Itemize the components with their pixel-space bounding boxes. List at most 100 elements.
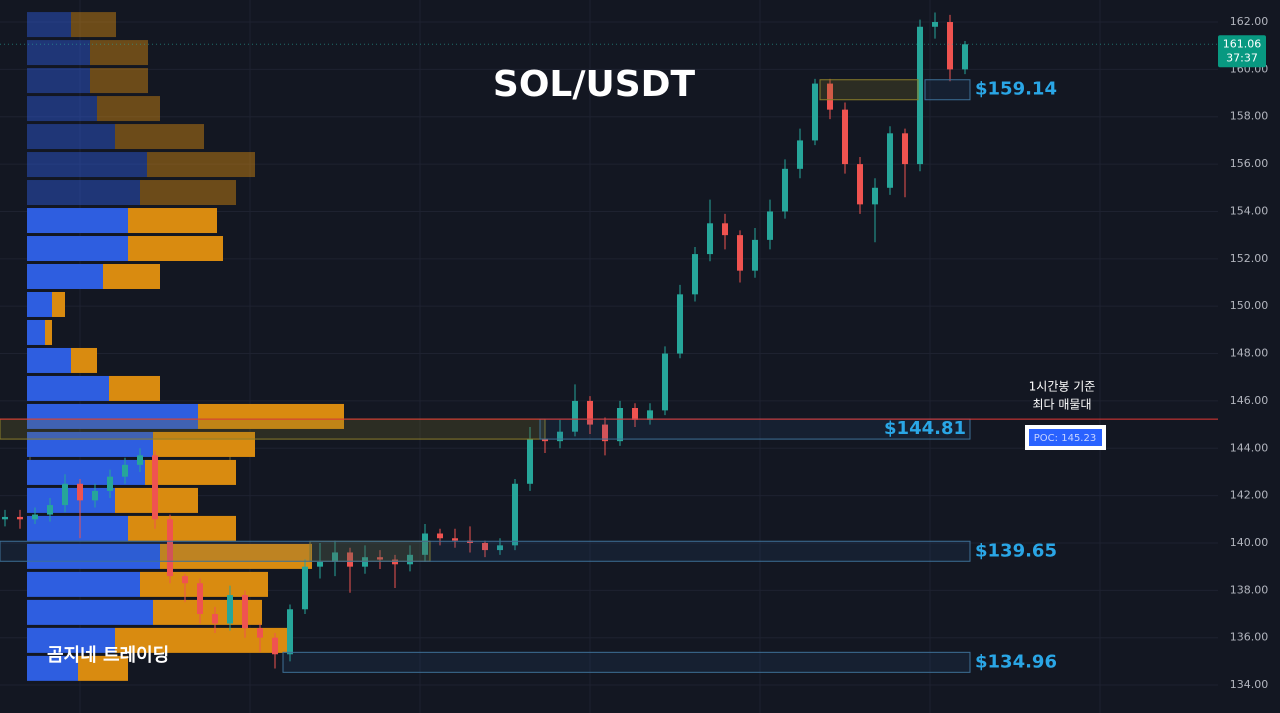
candle-body xyxy=(347,552,353,567)
profile-sell xyxy=(90,40,148,66)
poc-tag xyxy=(1029,429,1102,446)
candle-body xyxy=(467,540,473,543)
candle-body xyxy=(122,464,128,477)
profile-buy xyxy=(27,68,90,94)
candle-body xyxy=(782,168,788,212)
profile-buy xyxy=(27,543,160,569)
candle-body xyxy=(227,595,233,624)
profile-sell xyxy=(140,180,236,206)
profile-buy xyxy=(27,319,45,345)
profile-buy xyxy=(27,599,153,625)
profile-buy xyxy=(27,487,115,513)
candle-body xyxy=(677,294,683,354)
profile-sell xyxy=(115,124,204,150)
candle-body xyxy=(317,561,323,567)
y-tick-label: 140.00 xyxy=(1230,536,1269,549)
candle-body xyxy=(602,424,608,442)
candle-body xyxy=(902,133,908,165)
poc-label: POC: 145.23 xyxy=(1034,433,1096,444)
candle-body xyxy=(212,614,218,624)
y-tick-label: 162.00 xyxy=(1230,15,1269,28)
candle-body xyxy=(587,400,593,425)
profile-sell xyxy=(147,152,255,178)
profile-buy xyxy=(27,236,128,262)
level-box xyxy=(924,79,971,101)
y-tick-label: 138.00 xyxy=(1230,583,1269,596)
profile-buy xyxy=(27,152,147,178)
candle-body xyxy=(692,254,698,295)
price-axis xyxy=(1218,0,1280,713)
level-label: $144.81 xyxy=(884,418,966,439)
candle-body xyxy=(2,516,8,520)
candle-body xyxy=(752,239,758,271)
candle-body xyxy=(47,505,53,515)
profile-buy xyxy=(27,375,109,401)
profile-buy xyxy=(27,12,71,38)
candle-body xyxy=(707,223,713,255)
candle-body xyxy=(572,400,578,432)
chart-title: SOL/USDT xyxy=(493,64,696,105)
candle-body xyxy=(527,438,533,484)
profile-sell xyxy=(52,291,65,317)
candle-body xyxy=(617,408,623,442)
candle-body xyxy=(182,576,188,584)
candle-body xyxy=(857,164,863,205)
level-zone xyxy=(0,418,546,440)
profile-sell xyxy=(71,12,116,38)
profile-sell xyxy=(128,208,217,234)
candle-body xyxy=(797,140,803,169)
level-label: $159.14 xyxy=(975,79,1057,100)
profile-sell xyxy=(97,96,160,122)
candle-body xyxy=(17,516,23,520)
profile-buy xyxy=(27,347,71,373)
level-label: $134.96 xyxy=(975,651,1057,672)
candle-body xyxy=(77,483,83,501)
level-box xyxy=(0,540,971,562)
candle-body xyxy=(947,22,953,70)
candle-body xyxy=(107,476,113,491)
poc-note: 1시간봉 기준 xyxy=(1029,380,1096,394)
candle-body xyxy=(197,583,203,615)
profile-buy xyxy=(27,208,128,234)
level-label: $139.65 xyxy=(975,540,1057,561)
candle-body xyxy=(272,637,278,655)
candle-body xyxy=(662,353,668,411)
candle-body xyxy=(32,514,38,520)
profile-sell xyxy=(140,571,268,597)
candle-body xyxy=(242,595,248,629)
candle-body xyxy=(632,408,638,420)
y-tick-label: 154.00 xyxy=(1230,204,1269,217)
candle-body xyxy=(767,211,773,240)
profile-buy xyxy=(27,571,140,597)
level-box xyxy=(282,651,971,673)
candle-body xyxy=(542,438,548,442)
y-tick-label: 156.00 xyxy=(1230,157,1269,170)
y-tick-label: 134.00 xyxy=(1230,678,1269,691)
candle-body xyxy=(92,490,98,501)
poc-note: 최다 매물대 xyxy=(1032,398,1091,412)
candle-body xyxy=(362,557,368,567)
profile-sell xyxy=(153,431,255,457)
y-tick-label: 148.00 xyxy=(1230,347,1269,360)
candle-body xyxy=(452,538,458,541)
profile-sell xyxy=(45,319,52,345)
profile-sell xyxy=(71,347,97,373)
profile-sell xyxy=(145,459,236,485)
y-tick-label: 146.00 xyxy=(1230,394,1269,407)
candle-body xyxy=(512,483,518,546)
candle-body xyxy=(872,187,878,205)
profile-buy xyxy=(27,515,128,541)
profile-buy xyxy=(27,431,153,457)
candle-body xyxy=(152,455,158,520)
profile-buy xyxy=(27,627,115,653)
candle-body xyxy=(62,483,68,506)
candle-body xyxy=(482,542,488,551)
profile-sell xyxy=(103,264,160,289)
y-tick-label: 144.00 xyxy=(1230,441,1269,454)
last-price: 161.06 xyxy=(1223,37,1262,50)
candle-body xyxy=(917,26,923,165)
candle-body xyxy=(422,533,428,555)
candle-body xyxy=(302,566,308,610)
candle-body xyxy=(722,223,728,236)
